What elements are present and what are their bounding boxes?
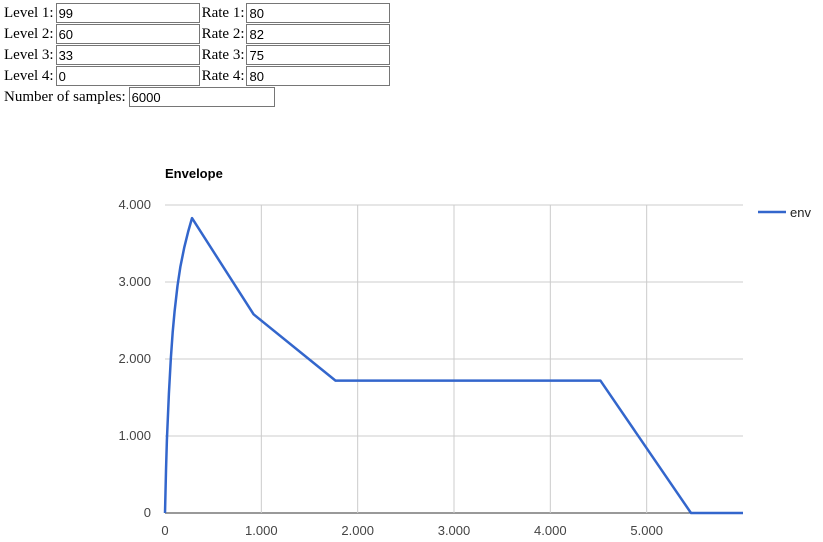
level-2-label: Level 2: [4,25,54,42]
legend-label: env [790,205,811,220]
x-axis-ticks: 0 1.000 2.000 3.000 4.000 5.000 [161,523,663,538]
grid [165,204,743,514]
series-layer [163,216,743,515]
envelope-params: Level 1: Rate 1: Level 2: Rate 2: Level … [2,2,392,87]
rate-1-label: Rate 1: [201,4,245,21]
param-row-4: Level 4: Rate 4: [4,66,391,86]
rate-3-input[interactable] [246,45,391,65]
y-tick-label: 2.000 [118,351,151,366]
y-tick-label: 1.000 [118,428,151,443]
x-tick-label: 4.000 [534,523,567,538]
rate-4-input[interactable] [246,66,391,86]
level-2-input[interactable] [55,24,200,44]
x-tick-label: 0 [161,523,168,538]
x-tick-label: 5.000 [630,523,663,538]
level-1-label: Level 1: [4,4,54,21]
rate-3-label: Rate 3: [201,46,245,63]
y-axis-ticks: 0 1.000 2.000 3.000 4.000 [118,197,151,520]
y-tick-label: 3.000 [118,274,151,289]
samples-label: Number of samples: [4,88,126,105]
rate-4-label: Rate 4: [201,67,245,84]
samples-input[interactable] [128,87,275,107]
rate-2-label: Rate 2: [201,25,245,42]
level-3-label: Level 3: [4,46,54,63]
x-tick-label: 3.000 [438,523,471,538]
level-4-label: Level 4: [4,67,54,84]
param-row-2: Level 2: Rate 2: [4,24,391,44]
samples-row: Number of samples: [4,87,275,107]
y-tick-label: 0 [144,505,151,520]
rate-2-input[interactable] [246,24,391,44]
x-tick-label: 1.000 [245,523,278,538]
legend: env [758,205,811,220]
param-row-1: Level 1: Rate 1: [4,3,391,23]
envelope-chart: Envelope 0 1.000 2.000 3.000 4.000 0 1.000 2.0… [118,166,811,538]
level-1-input[interactable] [55,3,200,23]
y-tick-label: 4.000 [118,197,151,212]
level-4-input[interactable] [55,66,200,86]
rate-1-input[interactable] [246,3,391,23]
x-tick-label: 2.000 [341,523,374,538]
chart-title: Envelope [165,166,223,181]
level-3-input[interactable] [55,45,200,65]
param-row-3: Level 3: Rate 3: [4,45,391,65]
series-line-env [163,216,743,515]
